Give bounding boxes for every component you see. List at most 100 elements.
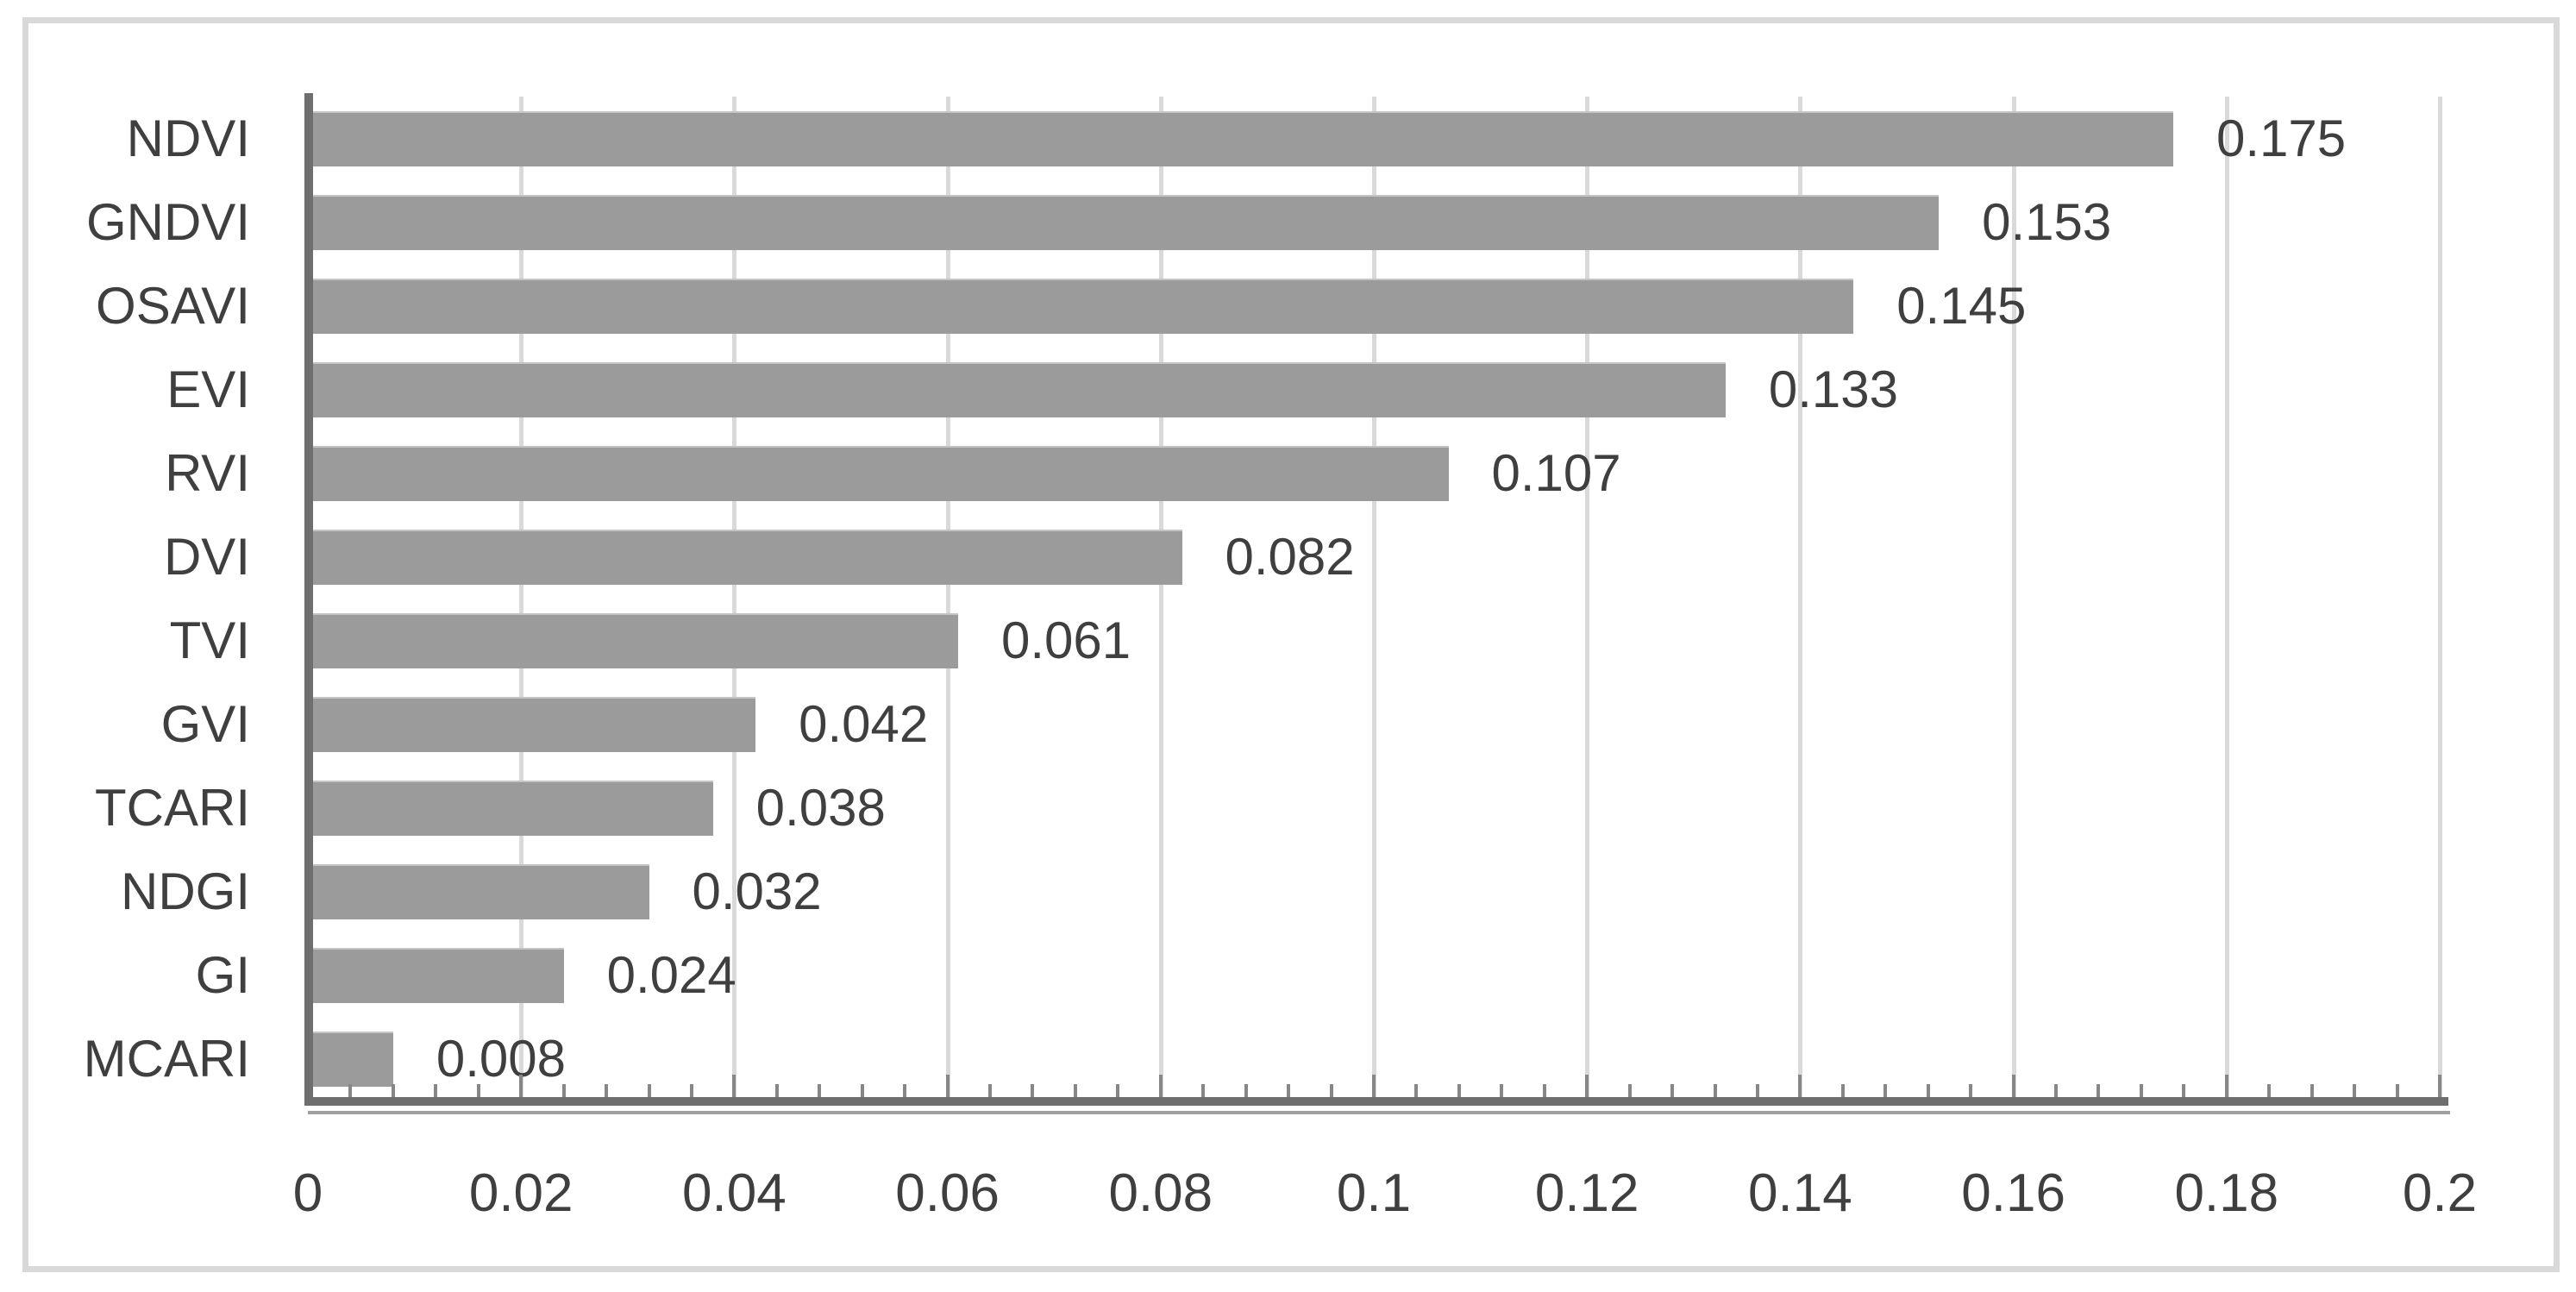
x-axis-minor-tick — [1840, 1084, 1845, 1097]
gridline-0.2 — [2438, 97, 2442, 1097]
x-tick-label-0.12: 0.12 — [1534, 1163, 1639, 1223]
x-axis-minor-tick — [1414, 1084, 1419, 1097]
x-axis-minor-tick — [2139, 1084, 2143, 1097]
bar-TCARI — [313, 780, 713, 836]
x-axis-minor-tick — [1883, 1084, 1888, 1097]
gridline-0.1 — [1372, 97, 1376, 1097]
x-tick-label-0.1: 0.1 — [1336, 1163, 1412, 1223]
category-label-OSAVI: OSAVI — [96, 277, 250, 335]
x-axis-minor-tick — [689, 1084, 693, 1097]
x-axis-minor-tick — [476, 1084, 480, 1097]
x-axis-minor-tick — [2267, 1084, 2272, 1097]
x-axis-minor-tick — [2182, 1084, 2186, 1097]
x-axis-minor-tick — [1116, 1084, 1120, 1097]
bar-GI — [313, 947, 564, 1003]
bar-NDVI — [313, 110, 2173, 166]
x-axis-minor-tick — [2395, 1084, 2399, 1097]
x-tick-label-0.02: 0.02 — [468, 1163, 573, 1223]
x-axis-minor-tick — [2097, 1084, 2101, 1097]
x-axis-minor-tick — [1329, 1084, 1333, 1097]
bar-OSAVI — [313, 278, 1854, 334]
bar-GVI — [313, 696, 756, 752]
x-axis-minor-tick — [348, 1084, 353, 1097]
data-label-TVI: 0.061 — [1000, 612, 1131, 669]
x-axis-minor-tick — [1627, 1084, 1632, 1097]
x-tick-label-0.04: 0.04 — [682, 1163, 787, 1223]
category-label-GNDVI: GNDVI — [85, 193, 250, 251]
category-label-GVI: GVI — [160, 695, 250, 753]
x-tick-label-0.06: 0.06 — [895, 1163, 1000, 1223]
gridline-0.02 — [519, 97, 524, 1097]
x-axis-minor-tick — [988, 1084, 993, 1097]
bar-GNDVI — [313, 194, 1940, 250]
data-label-NDGI: 0.032 — [692, 862, 822, 920]
x-axis-minor-tick — [1031, 1084, 1035, 1097]
bar-RVI — [313, 445, 1449, 501]
category-label-TVI: TVI — [169, 612, 250, 669]
category-label-DVI: DVI — [163, 528, 250, 586]
x-axis-minor-tick — [434, 1084, 438, 1097]
bar-TVI — [313, 612, 958, 668]
data-label-OSAVI: 0.145 — [1896, 277, 2027, 335]
gridline-0.08 — [1158, 97, 1163, 1097]
x-axis-major-tick — [1372, 1075, 1376, 1097]
bar-MCARI — [313, 1031, 393, 1087]
x-axis-minor-tick — [860, 1084, 864, 1097]
x-axis-minor-tick — [2310, 1084, 2314, 1097]
x-axis-minor-tick — [561, 1084, 566, 1097]
x-tick-label-0.18: 0.18 — [2174, 1163, 2279, 1223]
gridline-0.04 — [732, 97, 737, 1097]
category-label-EVI: EVI — [166, 361, 250, 418]
category-label-RVI: RVI — [165, 444, 250, 502]
x-axis-minor-tick — [391, 1084, 395, 1097]
category-label-GI: GI — [195, 946, 250, 1004]
data-label-GNDVI: 0.153 — [1982, 193, 2112, 251]
x-axis-minor-tick — [647, 1084, 651, 1097]
x-axis-minor-tick — [1073, 1084, 1077, 1097]
gridline-0.12 — [1585, 97, 1590, 1097]
x-axis-minor-tick — [1500, 1084, 1504, 1097]
data-label-GVI: 0.042 — [799, 695, 929, 753]
x-axis-major-tick — [732, 1075, 736, 1097]
x-axis-minor-tick — [818, 1084, 822, 1097]
x-tick-label-0: 0 — [292, 1163, 323, 1223]
y-axis-line — [304, 93, 313, 1106]
x-axis-minor-tick — [605, 1084, 609, 1097]
x-axis-major-tick — [1798, 1075, 1802, 1097]
x-axis-minor-tick — [1670, 1084, 1675, 1097]
x-axis-minor-tick — [903, 1084, 907, 1097]
x-axis-minor-tick — [1926, 1084, 1930, 1097]
x-axis-major-tick — [2224, 1075, 2228, 1097]
x-axis-minor-tick — [1201, 1084, 1206, 1097]
x-axis-minor-tick — [1713, 1084, 1717, 1097]
x-axis-minor-tick — [1755, 1084, 1759, 1097]
category-label-MCARI: MCARI — [83, 1030, 250, 1088]
data-label-RVI: 0.107 — [1491, 444, 1621, 502]
category-label-NDVI: NDVI — [126, 110, 250, 167]
x-axis-major-tick — [519, 1075, 523, 1097]
x-axis-minor-tick — [2353, 1084, 2357, 1097]
x-tick-label-0.14: 0.14 — [1748, 1163, 1852, 1223]
data-label-GI: 0.024 — [606, 946, 736, 1004]
x-axis-minor-tick — [1457, 1084, 1461, 1097]
data-label-EVI: 0.133 — [1768, 361, 1899, 418]
x-axis-major-tick — [2438, 1075, 2441, 1097]
x-axis-major-tick — [1158, 1075, 1163, 1097]
bar-NDGI — [313, 863, 649, 919]
gridline-0.14 — [1798, 97, 1803, 1097]
data-label-NDVI: 0.175 — [2216, 110, 2347, 167]
x-axis-major-tick — [945, 1075, 950, 1097]
data-label-DVI: 0.082 — [1225, 528, 1355, 586]
x-axis-major-tick — [1585, 1075, 1589, 1097]
bar-DVI — [313, 529, 1182, 585]
category-label-NDGI: NDGI — [121, 862, 250, 920]
data-label-MCARI: 0.008 — [436, 1030, 567, 1088]
x-tick-label-0.2: 0.2 — [2402, 1163, 2478, 1223]
bar-EVI — [313, 361, 1726, 417]
x-tick-label-0.08: 0.08 — [1108, 1163, 1213, 1223]
x-axis-minor-tick — [774, 1084, 779, 1097]
gridline-0.06 — [945, 97, 950, 1097]
gridline-0.16 — [2011, 97, 2016, 1097]
x-axis-minor-tick — [1287, 1084, 1291, 1097]
